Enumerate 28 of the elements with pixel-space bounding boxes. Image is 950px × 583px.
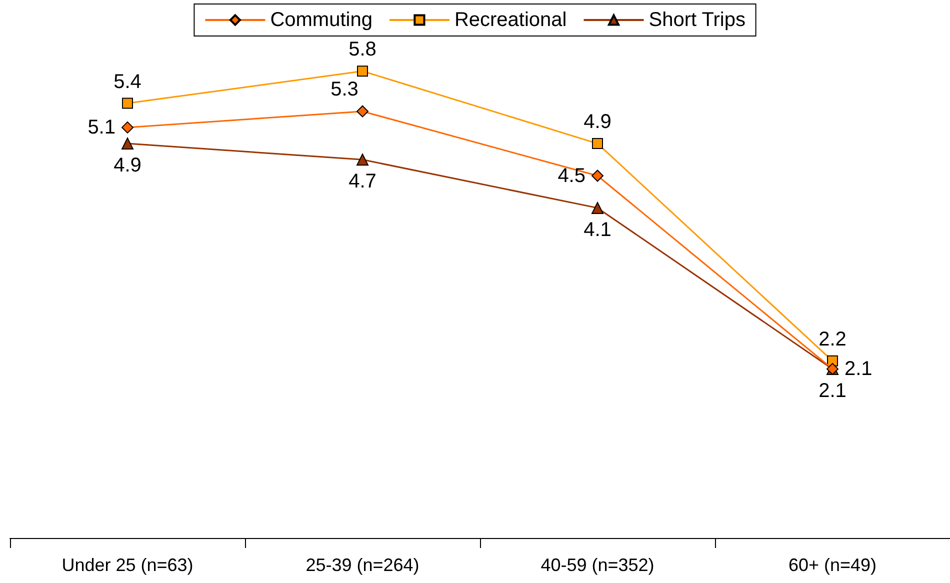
x-tick-label: 25-39 (n=264) [306, 555, 420, 575]
point [592, 202, 604, 214]
legend-label: Commuting [270, 9, 372, 31]
data-label: 4.9 [114, 154, 142, 177]
x-tick-label: 60+ (n=49) [788, 555, 877, 575]
data-label: 5.8 [348, 38, 376, 61]
data-label: 2.2 [818, 328, 846, 350]
x-tick-label: Under 25 (n=63) [62, 555, 194, 575]
legend-label: Short Trips [648, 9, 746, 31]
legend-label: Recreational [454, 9, 567, 31]
data-label: 2.1 [844, 358, 872, 380]
data-label: 4.7 [348, 170, 376, 193]
point [357, 66, 368, 77]
data-label: 4.9 [584, 111, 612, 134]
point [356, 154, 368, 166]
point [122, 121, 134, 134]
point [122, 138, 134, 150]
point [592, 170, 604, 182]
point [592, 138, 603, 150]
data-label: 4.5 [558, 164, 586, 187]
point [122, 98, 133, 109]
data-label: 4.1 [584, 218, 612, 241]
x-tick-label: 40-59 (n=352) [540, 555, 654, 575]
point [356, 105, 368, 118]
data-label: 2.1 [818, 380, 846, 402]
data-label: 5.1 [88, 116, 116, 138]
data-label: 5.4 [114, 70, 142, 93]
data-label: 5.3 [330, 78, 358, 100]
